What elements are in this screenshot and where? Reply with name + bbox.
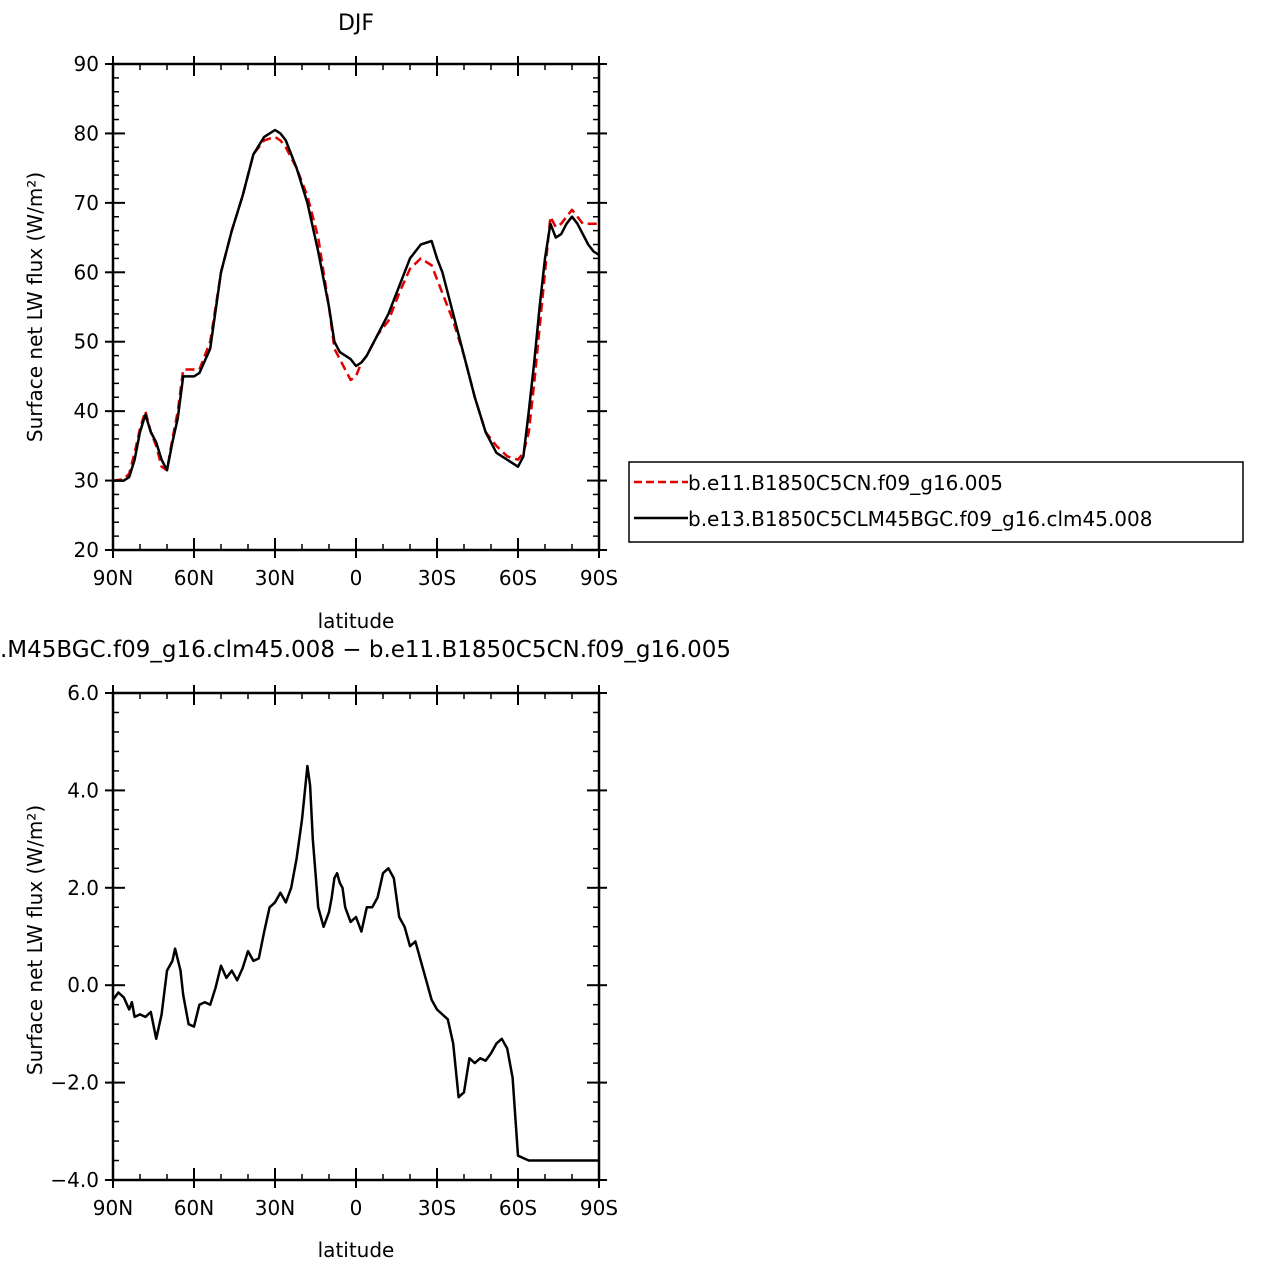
top-plot-frame bbox=[111, 62, 601, 552]
legend-box bbox=[628, 461, 1244, 543]
top-series-line-2 bbox=[113, 128, 600, 482]
bottom-series-line-1 bbox=[111, 764, 599, 1162]
top-axis-ticks: 90N 60N 30N 0 30S 60S 90S 20 30 40 50 60 70 80 90 bbox=[74, 52, 619, 590]
bottom-y-axis-label: Surface net LW flux (W/m²) bbox=[23, 805, 47, 1075]
top-x-tick-label: 60S bbox=[499, 566, 537, 590]
top-x-tick-label: 0 bbox=[350, 566, 363, 590]
top-y-tick-label: 30 bbox=[74, 469, 99, 493]
bottom-x-tick-label: 30S bbox=[418, 1196, 456, 1220]
top-x-tick-label: 30N bbox=[255, 566, 295, 590]
bottom-chart: .M45BGC.f09_g16.clm45.008 − b.e11.B1850C… bbox=[0, 637, 731, 1262]
bottom-x-tick-label: 30N bbox=[255, 1196, 295, 1220]
top-x-tick-label: 90N bbox=[93, 566, 133, 590]
top-x-tick-label: 90S bbox=[580, 566, 618, 590]
top-chart: DJF 90N 60N 30N 0 30S 60S 90S2030405060708090 … bbox=[23, 11, 618, 633]
bottom-y-axis-label-clip: Surface net LW flux (W/m²) bbox=[23, 805, 47, 1075]
top-y-tick-label: 60 bbox=[74, 260, 99, 284]
bottom-x-tick-label: 90N bbox=[93, 1196, 133, 1220]
bottom-y-tick-label: −2.0 bbox=[50, 1071, 99, 1095]
bottom-x-tick-label: 60S bbox=[499, 1196, 537, 1220]
bottom-x-tick-label: 60N bbox=[174, 1196, 214, 1220]
top-y-tick-label: 50 bbox=[74, 330, 99, 354]
top-y-axis-label: Surface net LW flux (W/m²) bbox=[23, 172, 47, 442]
top-y-tick-label: 80 bbox=[74, 121, 99, 145]
bottom-chart-title: .M45BGC.f09_g16.clm45.008 − b.e11.B1850C… bbox=[0, 637, 731, 663]
top-y-tick-label: 90 bbox=[74, 52, 99, 76]
bottom-y-tick-label: 4.0 bbox=[67, 778, 99, 802]
top-series-line-1 bbox=[112, 135, 599, 482]
top-x-tick-label: 30S bbox=[418, 566, 456, 590]
bottom-y-tick-label: 0.0 bbox=[67, 973, 99, 997]
top-x-tick-label: 60N bbox=[174, 566, 214, 590]
bottom-series-group bbox=[111, 764, 599, 1162]
bottom-y-tick-label: −4.0 bbox=[50, 1168, 99, 1192]
legend: b.e11.B1850C5CN.f09_g16.005 b.e13.B1850C… bbox=[628, 461, 1244, 543]
bottom-axis-ticks: 90N 60N 30N 0 30S 60S 90S −4.0 −2.0 0.0 2.0 4.0 6.0 bbox=[50, 681, 618, 1220]
bottom-x-tick-label: 90S bbox=[580, 1196, 618, 1220]
top-y-tick-label: 70 bbox=[74, 191, 99, 215]
top-chart-title: DJF bbox=[338, 11, 374, 36]
bottom-x-tick-label: 0 bbox=[350, 1196, 363, 1220]
bottom-x-axis-label: latitude bbox=[318, 1238, 395, 1262]
bottom-y-tick-label: 6.0 bbox=[67, 681, 99, 705]
top-y-tick-label: 40 bbox=[74, 399, 99, 423]
top-y-tick-label: 20 bbox=[74, 538, 99, 562]
top-series-group bbox=[112, 128, 600, 482]
top-x-axis-label: latitude bbox=[318, 609, 395, 633]
bottom-y-tick-label: 2.0 bbox=[67, 876, 99, 900]
legend-label-series-1: b.e11.B1850C5CN.f09_g16.005 bbox=[688, 471, 1003, 495]
bottom-plot-frame bbox=[111, 691, 601, 1182]
legend-label-series-2: b.e13.B1850C5CLM45BGC.f09_g16.clm45.008 bbox=[688, 507, 1152, 531]
